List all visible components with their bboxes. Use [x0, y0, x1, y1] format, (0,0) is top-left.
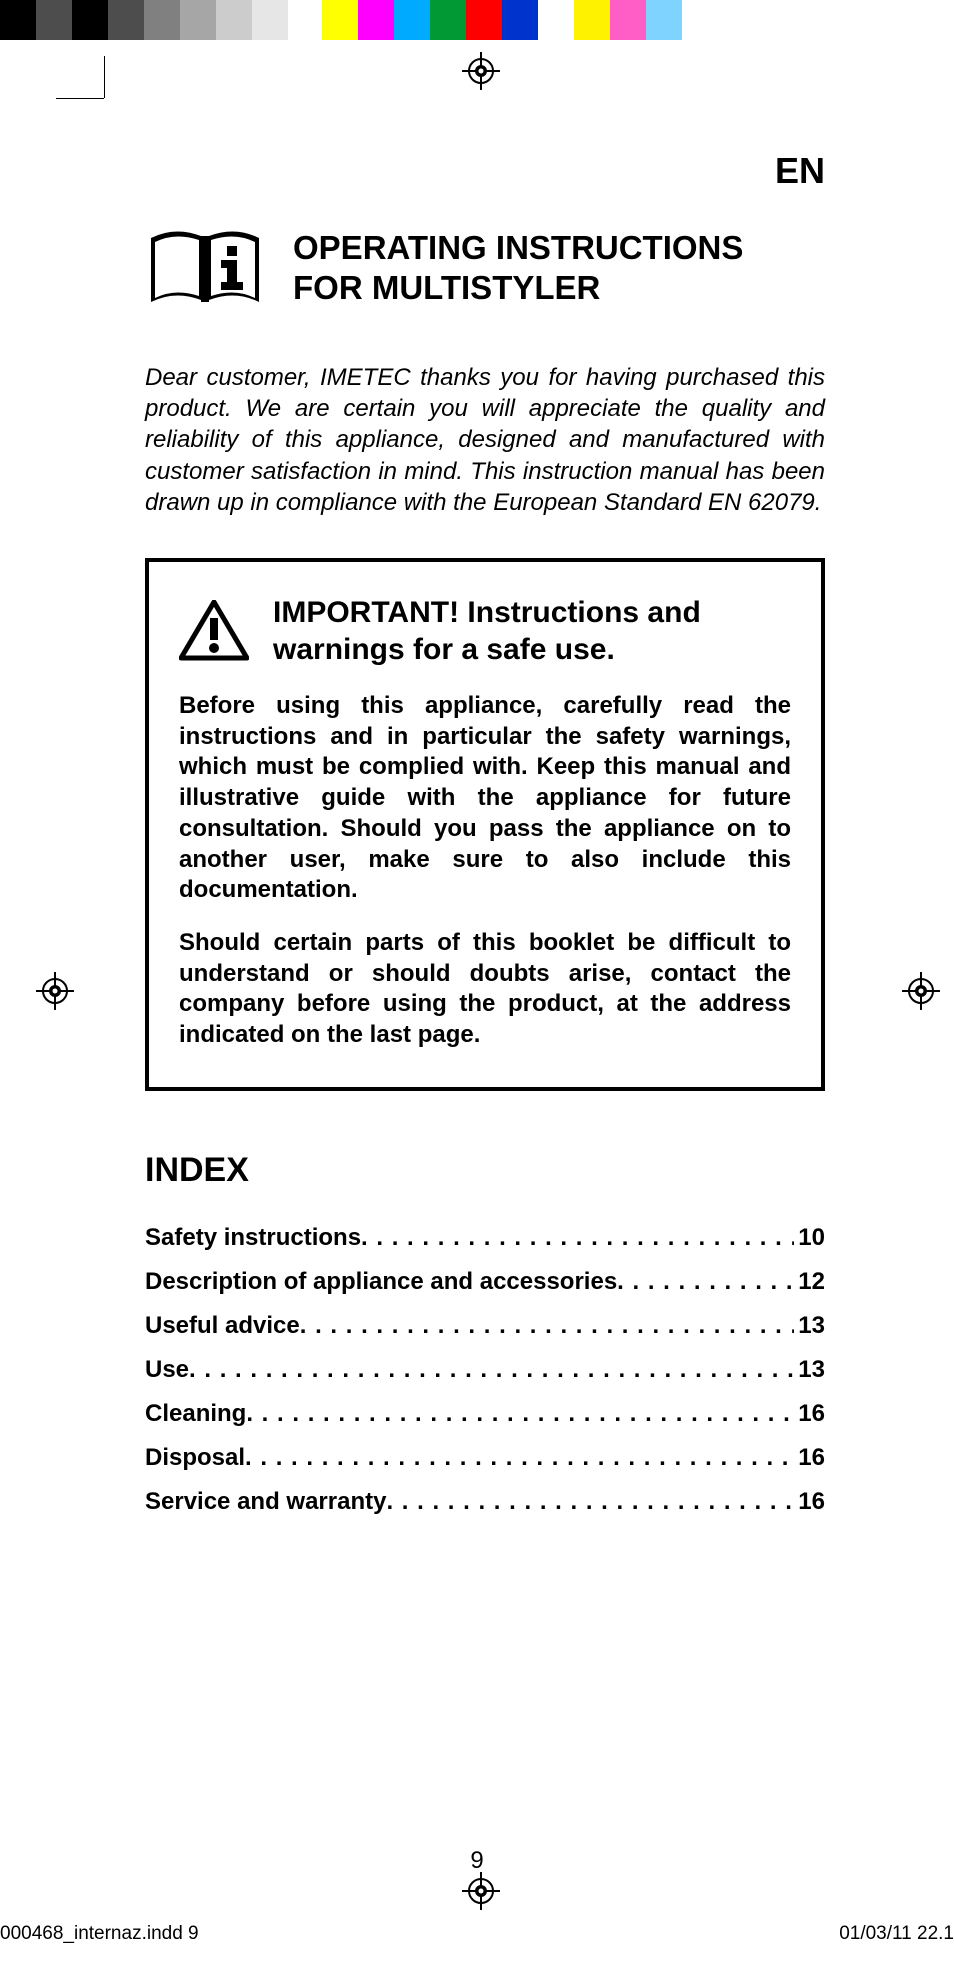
toc-entry-page: 13 [794, 1312, 825, 1340]
colorbar-swatch [180, 0, 216, 40]
toc-leader-dots [386, 1488, 794, 1516]
toc-entry-page: 10 [794, 1224, 825, 1252]
colorbar-swatch [682, 0, 718, 40]
toc-entry-label: Use [145, 1356, 189, 1384]
colorbar-swatch [252, 0, 288, 40]
colorbar-swatch [216, 0, 252, 40]
crop-mark [104, 56, 105, 98]
colorbar-swatch [502, 0, 538, 40]
toc-leader-dots [245, 1444, 794, 1472]
colorbar-swatch [108, 0, 144, 40]
warning-box: IMPORTANT! Instructions and warnings for… [145, 558, 825, 1091]
print-colorbar [0, 0, 954, 40]
colorbar-swatch [322, 0, 358, 40]
footer-timestamp: 01/03/11 22.1 [839, 1923, 954, 1945]
toc-entry-label: Safety instructions [145, 1224, 361, 1252]
toc-entry: Useful advice 13 [145, 1312, 825, 1340]
title-block: OPERATING INSTRUCTIONS FOR MULTISTYLER [145, 222, 825, 312]
toc-leader-dots [246, 1400, 794, 1428]
colorbar-swatch [430, 0, 466, 40]
language-code: EN [145, 150, 825, 192]
toc-leader-dots [300, 1312, 795, 1340]
colorbar-swatch [288, 0, 322, 40]
toc-entry-page: 16 [794, 1400, 825, 1428]
title-text: OPERATING INSTRUCTIONS FOR MULTISTYLER [293, 227, 743, 308]
page-content: EN OPERATING INSTRUCTIONS [145, 150, 825, 1532]
footer-filename: 000468_internaz.indd 9 [0, 1923, 199, 1945]
toc-entry: Use 13 [145, 1356, 825, 1384]
toc-entry: Service and warranty 16 [145, 1488, 825, 1516]
toc-entry-label: Useful advice [145, 1312, 300, 1340]
manual-info-icon [145, 222, 265, 312]
toc-entry-label: Cleaning [145, 1400, 246, 1428]
toc-entry-page: 16 [794, 1488, 825, 1516]
intro-paragraph: Dear customer, IMETEC thanks you for hav… [145, 362, 825, 518]
colorbar-swatch [0, 0, 36, 40]
registration-mark-icon [462, 1872, 500, 1910]
colorbar-swatch [574, 0, 610, 40]
crop-mark [56, 98, 104, 99]
warning-paragraph-2: Should certain parts of this booklet be … [179, 928, 791, 1051]
index-heading: INDEX [145, 1151, 825, 1190]
title-line2: FOR MULTISTYLER [293, 269, 743, 307]
toc-leader-dots [617, 1268, 794, 1296]
document-page: EN OPERATING INSTRUCTIONS [0, 0, 954, 1971]
registration-mark-icon [902, 972, 940, 1010]
warning-heading: IMPORTANT! Instructions and warnings for… [273, 594, 791, 669]
toc-entry-page: 13 [794, 1356, 825, 1384]
colorbar-swatch [610, 0, 646, 40]
colorbar-swatch [646, 0, 682, 40]
colorbar-swatch [466, 0, 502, 40]
colorbar-swatch [36, 0, 72, 40]
toc-entry-label: Service and warranty [145, 1488, 386, 1516]
warning-heading-row: IMPORTANT! Instructions and warnings for… [179, 594, 791, 669]
toc-entry: Cleaning 16 [145, 1400, 825, 1428]
colorbar-swatch [358, 0, 394, 40]
table-of-contents: Safety instructions 10 Description of app… [145, 1224, 825, 1516]
toc-entry-label: Disposal [145, 1444, 245, 1472]
colorbar-swatch [394, 0, 430, 40]
colorbar-swatch [72, 0, 108, 40]
page-number: 9 [0, 1847, 954, 1875]
warning-paragraph-1: Before using this appliance, carefully r… [179, 691, 791, 906]
toc-entry: Safety instructions 10 [145, 1224, 825, 1252]
warning-triangle-icon [179, 600, 249, 662]
toc-entry-label: Description of appliance and accessories [145, 1268, 617, 1296]
colorbar-swatch [538, 0, 574, 40]
toc-entry-page: 12 [794, 1268, 825, 1296]
toc-entry: Disposal 16 [145, 1444, 825, 1472]
toc-entry-page: 16 [794, 1444, 825, 1472]
title-line1: OPERATING INSTRUCTIONS [293, 227, 743, 270]
toc-leader-dots [189, 1356, 794, 1384]
colorbar-swatch [144, 0, 180, 40]
registration-mark-icon [36, 972, 74, 1010]
toc-entry: Description of appliance and accessories… [145, 1268, 825, 1296]
registration-mark-icon [462, 52, 500, 90]
toc-leader-dots [361, 1224, 794, 1252]
